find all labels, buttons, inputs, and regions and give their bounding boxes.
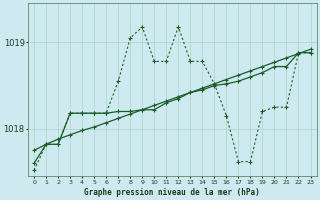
- X-axis label: Graphe pression niveau de la mer (hPa): Graphe pression niveau de la mer (hPa): [84, 188, 260, 197]
